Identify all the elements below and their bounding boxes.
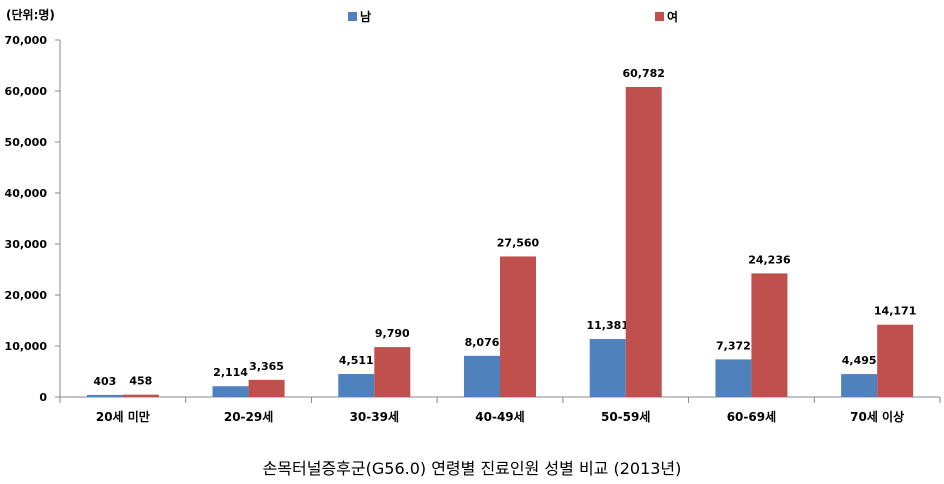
data-label-female: 3,365: [249, 360, 284, 373]
bar-chart: 0 10,000 20,000 30,000 40,000 50,000 60,000 70,…: [5, 34, 941, 424]
bar-female: [751, 273, 788, 397]
unit-label: (단위:명): [6, 8, 55, 22]
legend-item-male: 남: [348, 8, 371, 25]
x-tick-label: 30-39세: [350, 409, 399, 424]
bar-female: [374, 347, 411, 397]
x-tick-label: 60-69세: [727, 409, 776, 424]
y-tick-label: 30,000: [5, 238, 48, 251]
bar-female: [625, 87, 662, 397]
y-tick-label: 50,000: [5, 136, 48, 149]
y-tick-label: 20,000: [5, 289, 48, 302]
data-label-male: 7,372: [716, 339, 751, 352]
bar-male: [589, 338, 626, 397]
y-tick-label: 60,000: [5, 85, 48, 98]
bar-male: [464, 355, 500, 397]
legend-label-female: 여: [667, 10, 679, 24]
data-label-female: 458: [129, 375, 152, 388]
data-label-female: 24,236: [748, 253, 791, 266]
x-tick-label: 70세 이상: [850, 409, 904, 424]
y-tick-label: 0: [39, 391, 47, 404]
x-tick-label: 50-59세: [601, 409, 650, 424]
bar-female: [122, 394, 159, 397]
legend-item-female: 여: [655, 8, 678, 25]
data-label-male: 403: [93, 375, 116, 388]
data-label-male: 11,381: [586, 319, 628, 332]
y-tick-label: 10,000: [5, 340, 48, 353]
bar-female: [500, 256, 536, 397]
legend-swatch-female: [655, 12, 664, 21]
y-tick-label: 70,000: [5, 34, 48, 47]
legend-swatch-male: [348, 12, 357, 21]
y-tick-label: 40,000: [5, 187, 48, 200]
data-label-female: 14,171: [874, 305, 916, 318]
x-tick-label: 20세 미만: [96, 409, 150, 424]
bar-male: [841, 374, 878, 397]
data-label-male: 4,511: [339, 354, 374, 367]
data-label-male: 8,076: [465, 336, 500, 349]
data-label-male: 2,114: [213, 366, 248, 379]
chart-title: 손목터널증후군(G56.0) 연령별 진료인원 성별 비교 (2013년): [262, 459, 682, 478]
x-tick-label: 20-29세: [224, 409, 273, 424]
bar-male: [212, 386, 249, 397]
data-label-female: 60,782: [622, 67, 664, 80]
data-label-male: 4,495: [842, 354, 877, 367]
bar-male: [715, 359, 752, 397]
bar-female: [877, 324, 914, 397]
data-label-female: 27,560: [497, 236, 540, 249]
bar-male: [86, 394, 123, 397]
legend-label-male: 남: [360, 10, 372, 24]
data-label-female: 9,790: [375, 327, 410, 340]
bar-female: [248, 379, 285, 397]
x-tick-label: 40-49세: [475, 409, 524, 424]
bar-male: [338, 373, 375, 397]
